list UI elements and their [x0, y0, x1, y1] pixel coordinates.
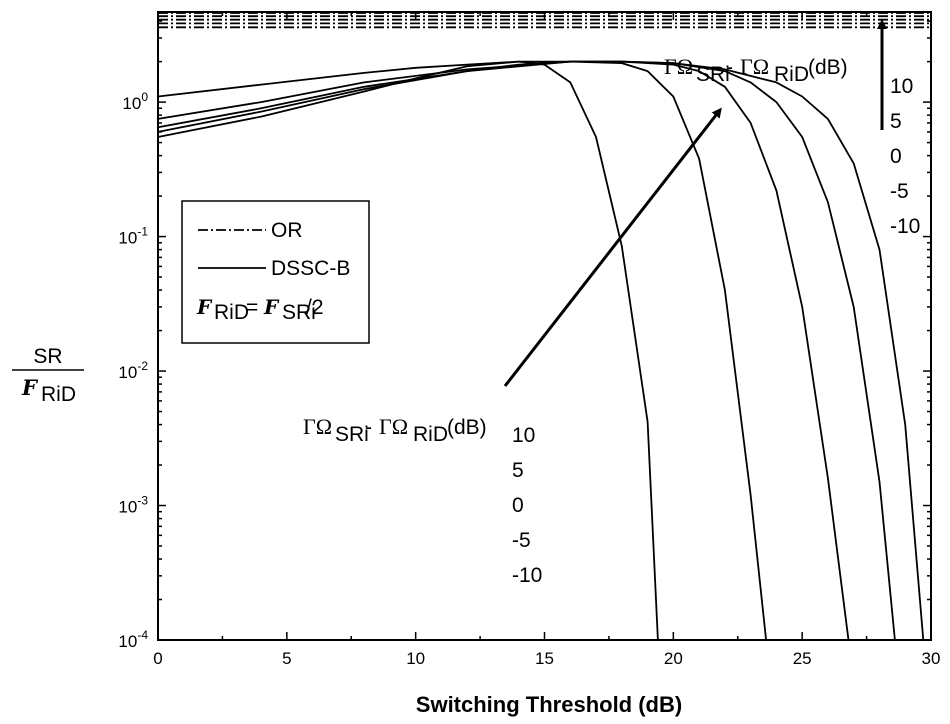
dssc-b-caption-gamma1: ΓΩ — [303, 414, 332, 439]
or-value-1: 10 — [890, 75, 913, 98]
dssc-b-series-line-1 — [157, 60, 767, 641]
y-tick-label: 10-1 — [118, 225, 148, 248]
or-caption-gamma1: ΓΩ — [664, 54, 693, 79]
x-tick-label: 0 — [153, 649, 162, 668]
legend: OR DSSC-B F RiD = F SRi /2 — [181, 200, 370, 344]
dssc-b-value-4: -5 — [512, 529, 531, 552]
y-axis-title-subscript: RiD — [41, 383, 76, 406]
y-axis-title-numerator: SR — [33, 345, 62, 368]
legend-note-f-a: F — [196, 295, 213, 319]
y-tick-label: 10-3 — [118, 494, 148, 517]
legend-label-or: OR — [271, 219, 303, 242]
or-annotation: ΓΩ SRi - ΓΩ RiD (dB) 10 5 0 -5 -10 — [664, 54, 920, 238]
x-tick-label: 5 — [282, 649, 291, 668]
or-value-5: -10 — [890, 215, 920, 238]
dssc-b-caption-sub2: RiD — [413, 423, 448, 446]
dssc-b-series-line-3 — [157, 60, 896, 641]
y-axis-title: SR F RiD — [12, 345, 84, 406]
dssc-b-caption-sub1: SRi — [335, 423, 369, 446]
or-caption-gamma2: ΓΩ — [740, 54, 769, 79]
dssc-b-caption-minus: - — [365, 416, 372, 439]
x-tick-label: 15 — [535, 649, 554, 668]
or-caption-sub2: RiD — [774, 63, 809, 86]
dssc-b-value-3: 0 — [512, 494, 524, 517]
legend-label-dssc-b: DSSC-B — [271, 257, 350, 280]
legend-note-f-b: F — [263, 295, 280, 319]
dssc-b-value-5: -10 — [512, 564, 542, 587]
y-tick-label: 10-2 — [118, 359, 148, 382]
x-tick-label: 20 — [664, 649, 683, 668]
legend-note-tail: /2 — [306, 296, 324, 319]
dssc-b-series-line-4 — [157, 60, 925, 641]
series-layer — [157, 12, 931, 641]
dssc-b-arrow — [503, 107, 722, 387]
x-tick-label: 25 — [793, 649, 812, 668]
or-caption-minus: - — [726, 56, 733, 79]
dssc-b-series-line-2 — [157, 60, 850, 641]
dssc-b-value-2: 5 — [512, 459, 524, 482]
dssc-b-caption-unit: (dB) — [447, 416, 487, 439]
legend-note-eq: = — [246, 296, 258, 319]
y-tick-label: 100 — [122, 90, 148, 113]
legend-note-sub-a: RiD — [214, 301, 249, 324]
or-value-4: -5 — [890, 180, 909, 203]
x-tick-label: 10 — [406, 649, 425, 668]
legend-note-sub-b: SRi — [282, 301, 316, 324]
x-tick-label: 30 — [922, 649, 941, 668]
legend-box — [181, 200, 370, 344]
x-axis-title: Switching Threshold (dB) — [416, 692, 682, 717]
dssc-b-annotation: ΓΩ SRi - ΓΩ RiD (dB) 10 5 0 -5 -10 — [303, 414, 542, 587]
dssc-b-caption-gamma2: ΓΩ — [379, 414, 408, 439]
dssc-b-value-1: 10 — [512, 424, 535, 447]
or-caption-sub1: SRi — [696, 63, 730, 86]
or-caption-unit: (dB) — [808, 56, 848, 79]
or-value-2: 5 — [890, 110, 902, 133]
or-value-3: 0 — [890, 145, 902, 168]
y-tick-label: 10-4 — [118, 628, 148, 651]
dssc-b-series-line-0 — [157, 60, 659, 641]
y-axis-title-script-f: F — [21, 375, 39, 400]
